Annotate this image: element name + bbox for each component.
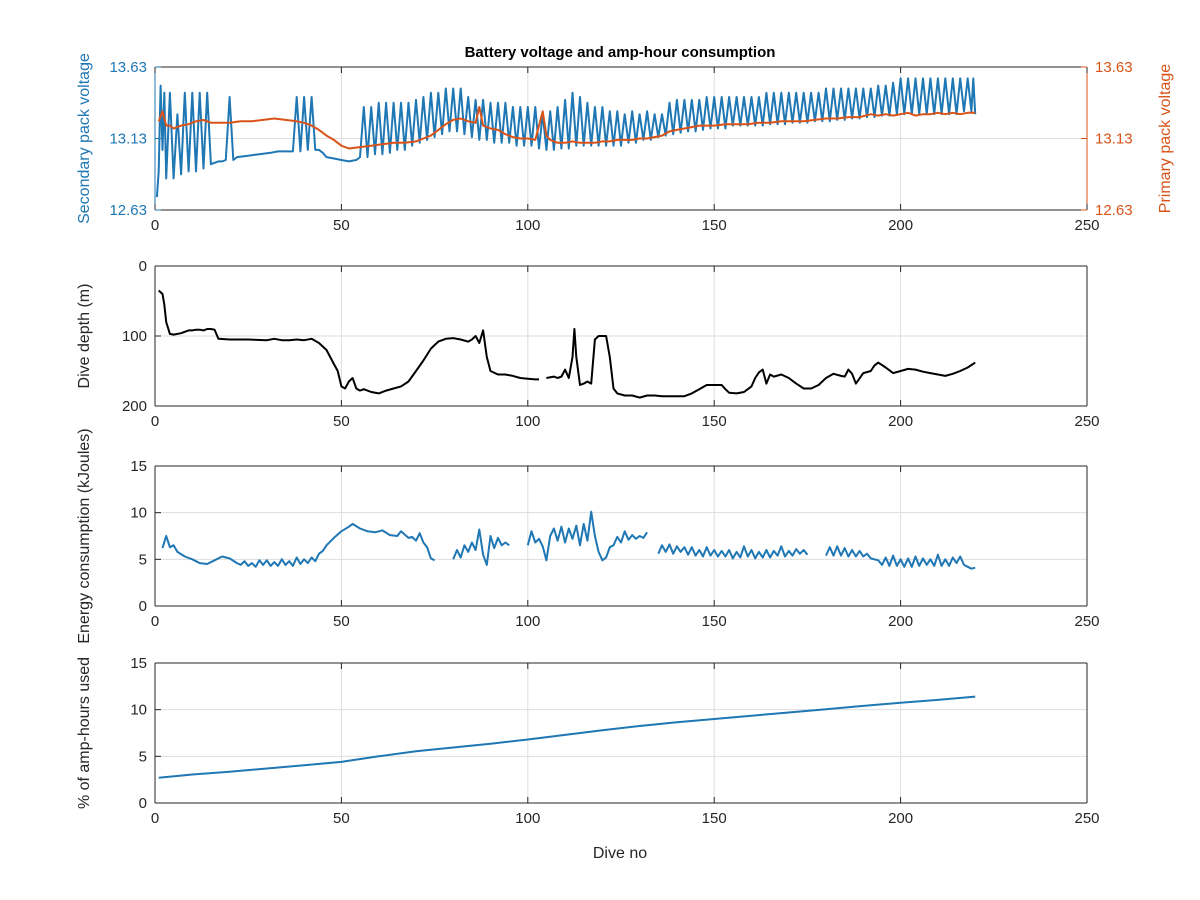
x-tick-label: 150 bbox=[702, 613, 727, 630]
y-tick-label: 10 bbox=[130, 505, 147, 522]
y-tick-label: 15 bbox=[130, 458, 147, 475]
y-tick-label: 0 bbox=[139, 258, 147, 275]
y-right-tick-label: 12.63 bbox=[1095, 202, 1133, 219]
x-tick-label: 50 bbox=[333, 413, 350, 430]
subplot-4: 0 50 100 150 200 250 0 5 10 15 % of amp-hours used bbox=[76, 655, 1100, 827]
x-tick-label: 250 bbox=[1074, 217, 1099, 234]
y-tick-label: 0 bbox=[139, 795, 147, 812]
series-line-1-1 bbox=[155, 77, 977, 198]
x-tick-label: 150 bbox=[702, 413, 727, 430]
x-tick-label: 250 bbox=[1074, 613, 1099, 630]
y-tick-label: 12.63 bbox=[109, 202, 147, 219]
x-tick-label: 200 bbox=[888, 413, 913, 430]
y-axis-label-2: Dive depth (m) bbox=[76, 284, 93, 389]
series-line-3-1-seg2 bbox=[452, 528, 510, 566]
x-tick-label: 100 bbox=[515, 413, 540, 430]
series-line-1-2 bbox=[157, 106, 976, 150]
series-line-2-1-seg2 bbox=[546, 328, 976, 399]
y-tick-label: 100 bbox=[122, 328, 147, 345]
x-tick-label: 100 bbox=[515, 810, 540, 827]
x-tick-label: 200 bbox=[888, 217, 913, 234]
series-line-3-1-seg3 bbox=[526, 510, 648, 562]
y-axis-label-3: Energy consumption (kJoules) bbox=[76, 428, 93, 643]
y-tick-label: 0 bbox=[139, 598, 147, 615]
x-axis-label: Dive no bbox=[593, 845, 647, 862]
series-line-3-1-seg4 bbox=[657, 543, 809, 560]
y-tick-label: 200 bbox=[122, 398, 147, 415]
y-right-tick-label: 13.13 bbox=[1095, 131, 1133, 148]
x-tick-label: 100 bbox=[515, 613, 540, 630]
series-line-4-1 bbox=[158, 695, 976, 779]
series-line-3-1-seg1 bbox=[161, 522, 436, 568]
y-axis-label-right: Primary pack voltage bbox=[1157, 64, 1174, 213]
x-tick-label: 200 bbox=[888, 810, 913, 827]
y-tick-label: 13.63 bbox=[109, 59, 147, 76]
x-tick-label: 50 bbox=[333, 217, 350, 234]
series-line-3-1-seg5 bbox=[825, 545, 976, 570]
x-tick-label: 50 bbox=[333, 810, 350, 827]
subplot-2: 0 50 100 150 200 250 0 100 200 Dive depth (m) bbox=[76, 258, 1100, 430]
x-tick-label: 50 bbox=[333, 613, 350, 630]
chart-title: Battery voltage and amp-hour consumption bbox=[465, 44, 776, 61]
series-line-2-1-seg1 bbox=[158, 289, 539, 395]
x-tick-label: 250 bbox=[1074, 810, 1099, 827]
x-tick-label: 200 bbox=[888, 613, 913, 630]
x-tick-label: 0 bbox=[151, 810, 159, 827]
y-tick-label: 10 bbox=[130, 702, 147, 719]
x-tick-label: 150 bbox=[702, 217, 727, 234]
plot-area-4 bbox=[155, 663, 1087, 803]
x-tick-label: 0 bbox=[151, 217, 159, 234]
subplot-1: 0 50 100 150 200 25012.6313.1313.6312.6313.13… bbox=[76, 53, 1174, 234]
x-tick-label: 250 bbox=[1074, 413, 1099, 430]
x-tick-label: 0 bbox=[151, 413, 159, 430]
y-tick-label: 5 bbox=[139, 551, 147, 568]
y-axis-label-1: Secondary pack voltage bbox=[76, 53, 93, 224]
y-tick-label: 15 bbox=[130, 655, 147, 672]
x-tick-label: 150 bbox=[702, 810, 727, 827]
y-right-tick-label: 13.63 bbox=[1095, 59, 1133, 76]
y-axis-label-4: % of amp-hours used bbox=[76, 657, 93, 809]
y-tick-label: 5 bbox=[139, 748, 147, 765]
x-tick-label: 100 bbox=[515, 217, 540, 234]
y-tick-label: 13.13 bbox=[109, 131, 147, 148]
plot-area-3 bbox=[155, 466, 1087, 606]
subplot-3: 0 50 100 150 200 250 0 5 10 15 Energy consumption … bbox=[76, 428, 1100, 643]
x-tick-label: 0 bbox=[151, 613, 159, 630]
